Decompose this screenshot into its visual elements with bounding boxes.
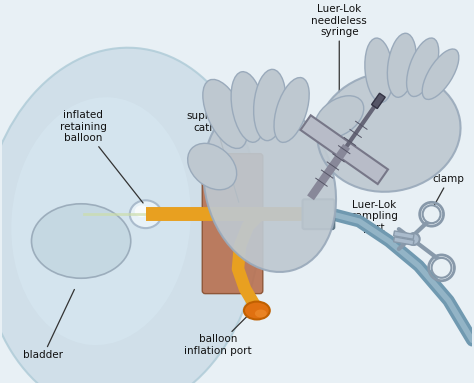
Text: Luer-Lok
needleless
syringe: Luer-Lok needleless syringe xyxy=(311,4,367,93)
Text: Luer-Lok
sampling
port: Luer-Lok sampling port xyxy=(324,200,398,233)
Circle shape xyxy=(423,205,440,223)
Ellipse shape xyxy=(11,97,191,345)
Ellipse shape xyxy=(255,309,267,318)
Polygon shape xyxy=(372,93,385,108)
Ellipse shape xyxy=(203,101,336,272)
Ellipse shape xyxy=(188,143,237,190)
Text: suprapubic
catheter: suprapubic catheter xyxy=(186,111,244,202)
Polygon shape xyxy=(301,115,388,184)
Text: inflated
retaining
balloon: inflated retaining balloon xyxy=(60,110,143,203)
FancyBboxPatch shape xyxy=(302,199,334,229)
Text: bladder: bladder xyxy=(23,290,74,360)
Text: balloon
inflation port: balloon inflation port xyxy=(184,316,252,356)
Ellipse shape xyxy=(317,72,461,192)
Polygon shape xyxy=(393,231,414,239)
Ellipse shape xyxy=(244,301,270,319)
Circle shape xyxy=(408,233,419,245)
FancyBboxPatch shape xyxy=(202,154,263,294)
Ellipse shape xyxy=(365,38,393,102)
Ellipse shape xyxy=(0,48,260,383)
Ellipse shape xyxy=(422,49,459,100)
Ellipse shape xyxy=(254,69,286,141)
Ellipse shape xyxy=(387,33,416,97)
Ellipse shape xyxy=(130,200,162,228)
Ellipse shape xyxy=(31,204,131,278)
Ellipse shape xyxy=(315,96,364,138)
Ellipse shape xyxy=(231,72,265,142)
Text: clamp: clamp xyxy=(428,175,465,216)
Ellipse shape xyxy=(407,38,439,97)
Ellipse shape xyxy=(135,205,149,217)
Polygon shape xyxy=(393,237,414,245)
Circle shape xyxy=(432,258,451,278)
Ellipse shape xyxy=(274,77,309,142)
Ellipse shape xyxy=(203,79,247,149)
